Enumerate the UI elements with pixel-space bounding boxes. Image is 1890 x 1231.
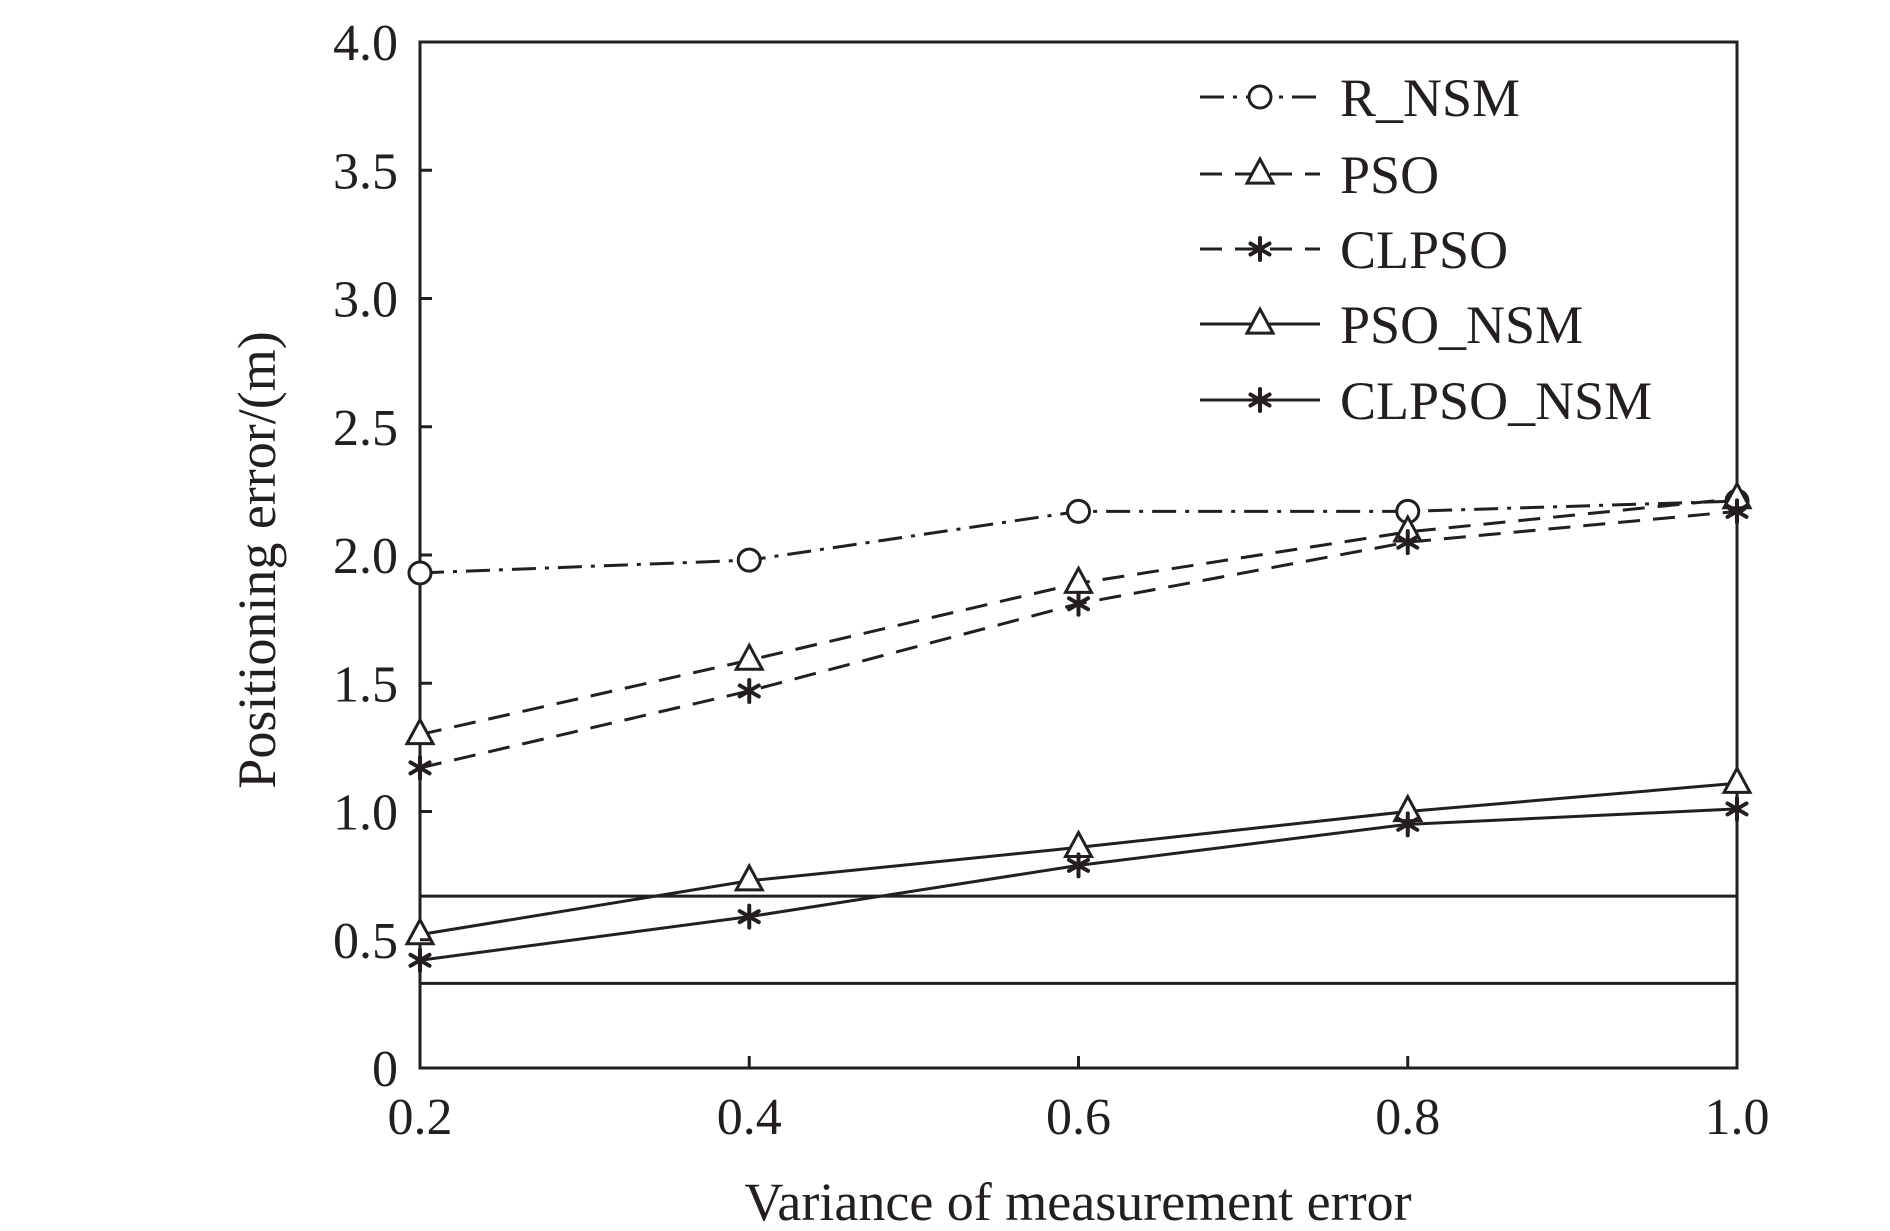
- series-pso-nsm: [404, 765, 1753, 946]
- x-tick-label: 0.8: [1375, 1089, 1440, 1146]
- legend-label: R_NSM: [1340, 68, 1520, 128]
- x-axis-title: Variance of measurement error: [744, 1172, 1411, 1231]
- series-line-clpso: [419, 509, 1738, 770]
- series-clpso: [408, 498, 1749, 781]
- legend-label: CLPSO_NSM: [1340, 371, 1652, 431]
- data-point-r-nsm: [736, 547, 762, 573]
- data-point-pso: [404, 716, 436, 746]
- legend-marker: [1248, 236, 1272, 262]
- legend: R_NSM PSO CLPSO PSO_NSM CLPSO_NSM: [1200, 68, 1652, 431]
- data-point-clpso-nsm: [408, 947, 432, 974]
- y-tick-label: 1.0: [333, 785, 398, 842]
- x-tick-label: 0.2: [388, 1089, 453, 1146]
- legend-item-r-nsm: R_NSM: [1200, 68, 1520, 128]
- data-point-clpso: [737, 677, 761, 704]
- y-axis-title: Positioning error/(m): [227, 331, 287, 788]
- legend-label: CLPSO: [1340, 220, 1508, 280]
- data-point-pso-nsm: [1721, 765, 1753, 794]
- data-point-clpso: [1066, 590, 1091, 617]
- y-axis-ticks: 0 0.5 1.0 1.5 2.0 2.5 3.0 3.5 4.0: [333, 15, 432, 1098]
- data-point-clpso: [1725, 498, 1749, 525]
- y-tick-label: 3.0: [333, 272, 398, 329]
- x-tick-label: 0.6: [1046, 1089, 1111, 1146]
- data-point-r-nsm: [1066, 498, 1091, 524]
- y-tick-label: 1.5: [333, 656, 398, 713]
- data-point-pso-nsm: [404, 916, 436, 946]
- legend-item-pso: PSO: [1200, 145, 1439, 205]
- data-point-clpso-nsm: [737, 903, 761, 930]
- x-axis-ticks: 0.2 0.4 0.6 0.8 1.0: [388, 1056, 1770, 1146]
- data-point-pso-nsm: [733, 862, 765, 892]
- y-tick-label: 0.5: [333, 913, 398, 970]
- legend-marker: [1248, 387, 1272, 413]
- plot-area: [418, 40, 1739, 1070]
- y-tick-label: 2.5: [333, 400, 398, 457]
- series-pso: [404, 480, 1753, 746]
- y-tick-label: 2.0: [333, 528, 398, 585]
- data-point-r-nsm: [407, 560, 433, 586]
- legend-marker: [1247, 84, 1273, 110]
- data-point-clpso: [1396, 529, 1420, 556]
- x-tick-label: 1.0: [1705, 1089, 1770, 1146]
- data-point-clpso-nsm: [1725, 795, 1749, 822]
- data-point-pso: [733, 642, 765, 671]
- legend-item-pso-nsm: PSO_NSM: [1200, 295, 1583, 355]
- legend-label: PSO_NSM: [1340, 295, 1583, 355]
- data-point-clpso: [408, 754, 432, 781]
- y-tick-label: 3.5: [333, 143, 398, 200]
- legend-marker: [1244, 155, 1276, 185]
- series-layer: [404, 480, 1753, 974]
- data-point-clpso-nsm: [1066, 852, 1091, 879]
- legend-item-clpso-nsm: CLPSO_NSM: [1200, 371, 1652, 431]
- reference-lines: [420, 894, 1737, 985]
- data-point-clpso-nsm: [1396, 811, 1420, 838]
- x-tick-label: 0.4: [717, 1089, 782, 1146]
- series-clpso-nsm: [408, 795, 1749, 974]
- y-tick-label: 0: [372, 1041, 398, 1098]
- y-tick-label: 4.0: [333, 15, 398, 72]
- legend-marker: [1244, 305, 1276, 335]
- legend-item-clpso: CLPSO: [1200, 220, 1508, 280]
- legend-label: PSO: [1340, 145, 1439, 205]
